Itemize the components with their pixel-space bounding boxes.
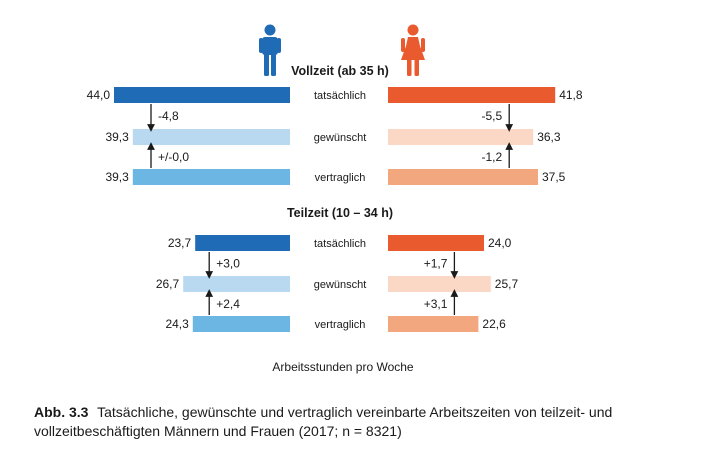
panel-title: Vollzeit (ab 35 h)	[291, 64, 389, 78]
data-label-men: 39,3	[105, 130, 129, 144]
data-label-women: 24,0	[488, 236, 512, 250]
difference-label: -5,5	[482, 109, 503, 123]
data-label-women: 36,3	[537, 130, 561, 144]
data-label-women: 25,7	[495, 277, 519, 291]
data-label-men: 24,3	[165, 317, 189, 331]
figure-number: Abb. 3.3	[34, 404, 89, 420]
bar-men	[192, 316, 290, 332]
bar-women	[388, 169, 538, 185]
x-axis-label: Arbeitsstunden pro Woche	[272, 360, 414, 374]
category-label: vertraglich	[315, 172, 366, 184]
bar-men	[195, 235, 290, 251]
bar-women	[388, 87, 556, 103]
data-label-women: 22,6	[482, 317, 506, 331]
category-label: gewünscht	[314, 279, 367, 291]
difference-label: -4,8	[158, 109, 179, 123]
data-label-women: 41,8	[559, 88, 583, 102]
bar-men	[132, 129, 290, 145]
data-label-men: 26,7	[156, 277, 180, 291]
category-label: tatsächlich	[314, 90, 366, 102]
figure-caption-text: Tatsächliche, gewünschte und vertraglich…	[34, 404, 613, 439]
woman-icon	[401, 24, 425, 76]
difference-label: +1,7	[424, 257, 448, 271]
bar-women	[388, 316, 479, 332]
category-label: gewünscht	[314, 132, 367, 144]
difference-label: +3,1	[424, 297, 448, 311]
data-label-men: 39,3	[105, 170, 129, 184]
bar-women	[388, 235, 484, 251]
bar-men	[114, 87, 290, 103]
difference-label: +/-0,0	[158, 150, 189, 164]
difference-label: +3,0	[216, 257, 240, 271]
panel-title: Teilzeit (10 – 34 h)	[287, 206, 393, 220]
bar-women	[388, 129, 534, 145]
difference-label: -1,2	[482, 150, 503, 164]
bar-women	[388, 276, 491, 292]
data-label-men: 23,7	[168, 236, 192, 250]
data-label-men: 44,0	[87, 88, 111, 102]
figure-caption: Abb. 3.3 Tatsächliche, gewünschte und ve…	[34, 403, 694, 441]
category-label: vertraglich	[315, 319, 366, 331]
difference-label: +2,4	[216, 297, 240, 311]
category-label: tatsächlich	[314, 238, 366, 250]
data-label-women: 37,5	[542, 170, 566, 184]
bar-men	[132, 169, 290, 185]
chart: Vollzeit (ab 35 h) tatsächlich 44,0 41,8 gew…	[87, 24, 583, 374]
bar-men	[183, 276, 290, 292]
man-icon	[259, 24, 281, 76]
